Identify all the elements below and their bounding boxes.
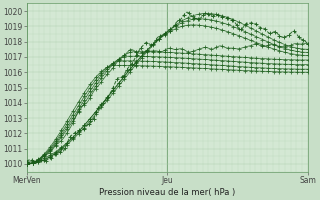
X-axis label: Pression niveau de la mer( hPa ): Pression niveau de la mer( hPa ): [100, 188, 236, 197]
